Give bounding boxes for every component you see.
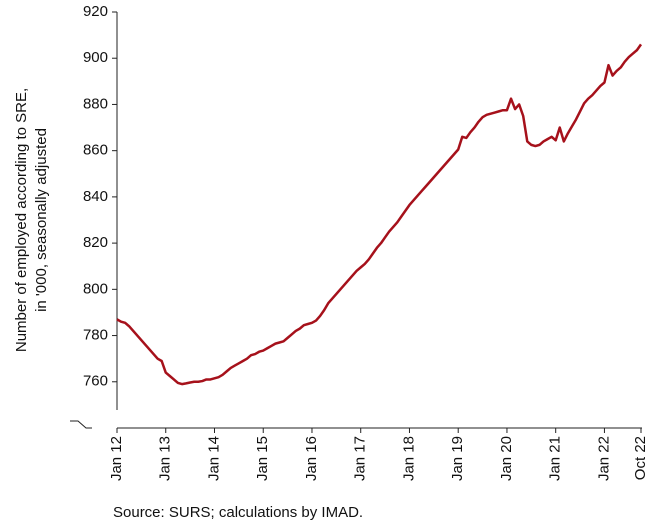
- y-tick-label: 840: [83, 188, 108, 205]
- y-tick-label: 780: [83, 327, 108, 344]
- x-tick-label: Jan 17: [352, 436, 369, 481]
- y-tick-label: 820: [83, 234, 108, 251]
- x-tick-label: Oct 22: [632, 436, 649, 480]
- data-line: [116, 43, 643, 386]
- y-tick-label: 880: [83, 95, 108, 112]
- x-tick-label: Jan 16: [303, 436, 320, 481]
- x-tick-label: Jan 15: [254, 436, 271, 481]
- x-tick-label: Jan 13: [157, 436, 174, 481]
- x-tick-label: Jan 21: [547, 436, 564, 481]
- y-tick-label: 860: [83, 142, 108, 159]
- y-tick-label: 760: [83, 373, 108, 390]
- x-tick-label: Jan 22: [595, 436, 612, 481]
- x-tick-label: Jan 19: [449, 436, 466, 481]
- x-tick-label: Jan 12: [108, 436, 125, 481]
- y-axis-label: Number of employed according to SRE,: [13, 88, 30, 352]
- x-tick-label: Jan 14: [205, 436, 222, 481]
- source-note: Source: SURS; calculations by IMAD.: [113, 504, 363, 521]
- x-tick-label: Jan 20: [498, 436, 515, 481]
- y-axis-label: in '000, seasonally adjusted: [33, 128, 50, 312]
- y-tick-label: 900: [83, 49, 108, 66]
- y-tick-label: 800: [83, 280, 108, 297]
- x-tick-label: Jan 18: [400, 436, 417, 481]
- y-tick-label: 920: [83, 3, 108, 20]
- axis-break: [70, 420, 92, 429]
